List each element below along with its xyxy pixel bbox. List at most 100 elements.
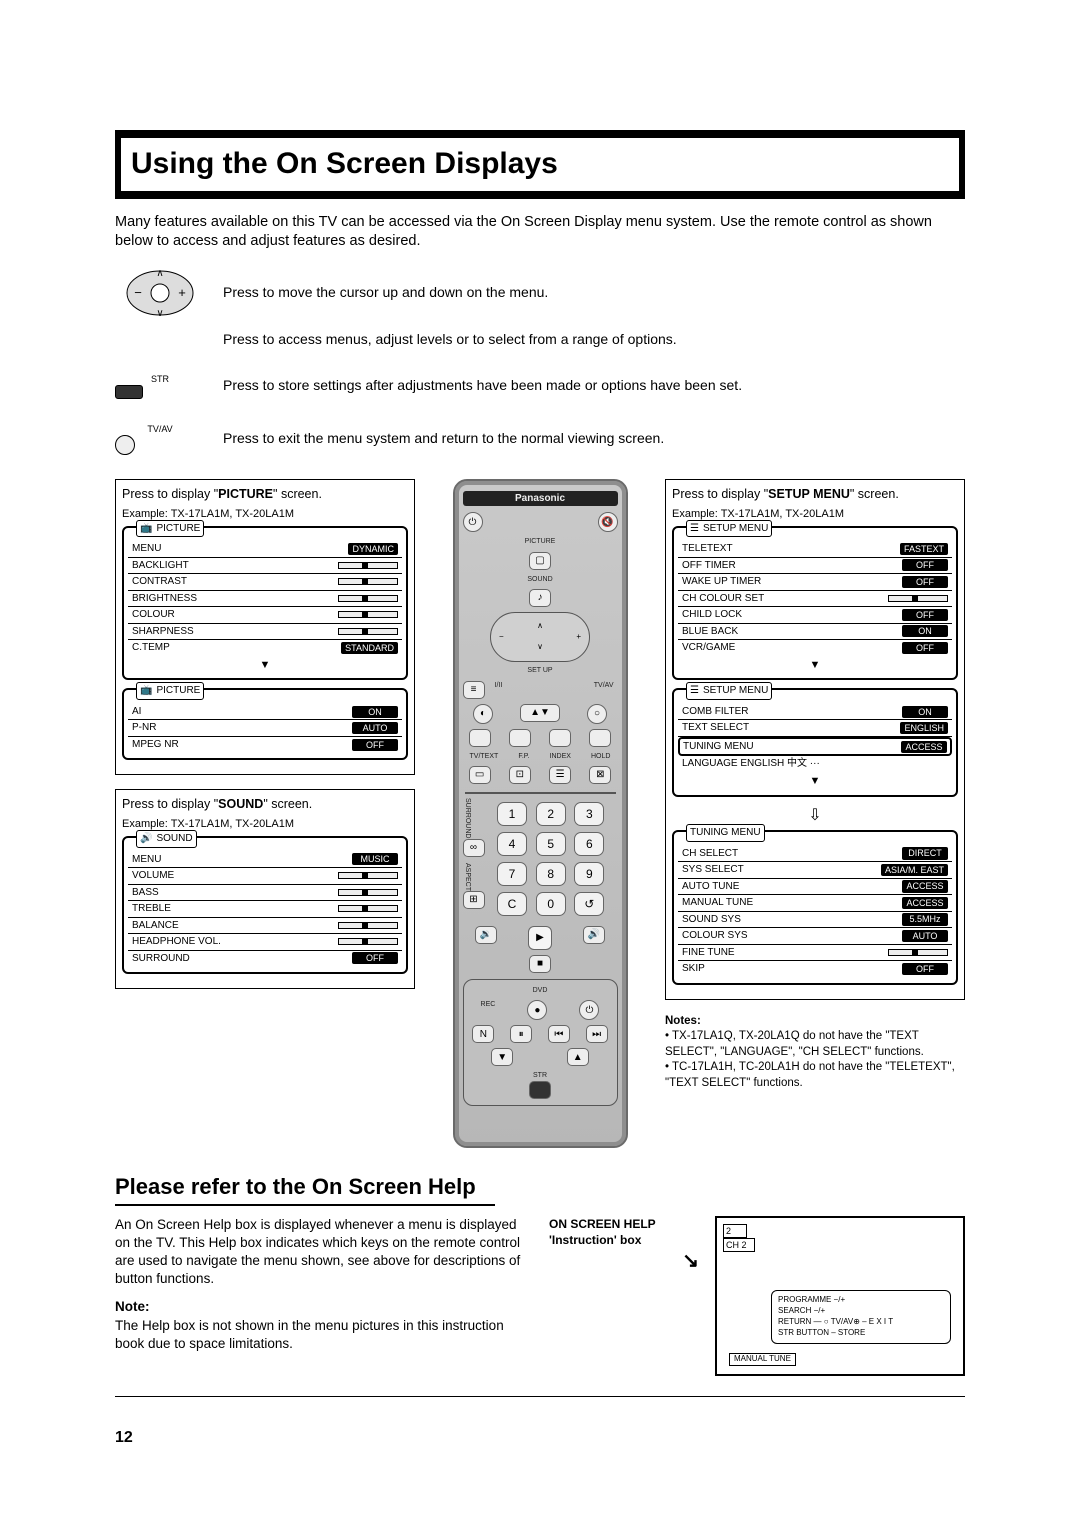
control-desc: Press to move the cursor up and down on … [223,283,965,302]
menu-slider [338,889,398,896]
menu-value: 5.5MHz [902,913,948,925]
nav-pad[interactable]: − ∧∨ + [490,612,590,662]
menu-value: OFF [902,963,948,975]
main-columns: Press to display "PICTURE" screen. Examp… [115,479,965,1148]
menu-row: BLUE BACKON [678,624,952,641]
index-button[interactable]: ☰ [549,766,571,784]
numpad-8[interactable]: 8 [536,862,566,886]
hold-button[interactable]: ⊠ [589,766,611,784]
rec-button[interactable]: ● [527,1000,547,1020]
numpad-2[interactable]: 2 [536,802,566,826]
menu-title: 📺 PICTURE [136,520,204,538]
menu-label: BALANCE [132,919,179,933]
numpad-9[interactable]: 9 [574,862,604,886]
menu-row: CH COLOUR SET [678,591,952,608]
menu-row: MANUAL TUNEACCESS [678,895,952,912]
help-heading: Please refer to the On Screen Help [115,1172,495,1206]
picture-example: Example: TX-17LA1M, TX-20LA1M [122,507,408,522]
picture-menu-1: 📺 PICTURE MENUDYNAMICBACKLIGHTCONTRASTBR… [122,526,408,681]
menu-label: LANGUAGE ENGLISH 中文 ··· [682,757,820,771]
numpad-1[interactable]: 1 [497,802,527,826]
aspect-button[interactable]: ⊞ [463,891,485,909]
menu-value: OFF [352,952,398,964]
menu-label: SURROUND [132,952,190,966]
numpad-3[interactable]: 3 [574,802,604,826]
menu-title: ☰ SETUP MENU [686,682,772,700]
down-button[interactable]: ▼ [491,1048,513,1066]
color-yellow[interactable] [549,729,571,747]
n-button[interactable]: N [472,1025,494,1043]
menu-value: FASTEXT [900,543,948,555]
surround-button[interactable]: ∞ [463,839,485,857]
numpad-5[interactable]: 5 [536,832,566,856]
mute-icon[interactable]: 🔇 [598,512,618,532]
menu-row: AUTO TUNEACCESS [678,879,952,896]
channel-rocker[interactable]: ▲▼ [520,704,560,722]
dvd-power[interactable]: ⏻ [579,1000,599,1020]
nav-dpad-icon: ∧ ∨ − + [115,262,205,324]
menu-value: OFF [902,576,948,588]
power-icon[interactable]: ⏻ [463,512,483,532]
menu-rows: MENUMUSICVOLUMEBASSTREBLEBALANCEHEADPHON… [128,852,402,967]
tvtext-button[interactable]: ▭ [469,766,491,784]
sound-menu: 🔊 SOUND MENUMUSICVOLUMEBASSTREBLEBALANCE… [122,836,408,974]
picture-button[interactable]: ▢ [529,552,551,570]
menu-row: SOUND SYS5.5MHz [678,912,952,929]
menu-slider [888,595,948,602]
fp-button[interactable]: ⊡ [509,766,531,784]
color-blue[interactable] [589,729,611,747]
control-row-updown: ∧ ∨ − + Press to move the cursor up and … [115,262,965,324]
iii-button[interactable]: ◐ [473,704,493,724]
control-row-leftright: Press to access menus, adjust levels or … [115,330,965,349]
menu-label: SYS SELECT [682,863,744,877]
numpad-6[interactable]: 6 [574,832,604,856]
menu-slider [338,628,398,635]
menu-label: TUNING MENU [683,740,754,754]
menu-slider [338,905,398,912]
up-button[interactable]: ▲ [567,1048,589,1066]
setup-example: Example: TX-17LA1M, TX-20LA1M [672,507,958,522]
menu-row: TREBLE [128,901,402,918]
page-title: Using the On Screen Displays [121,138,959,191]
menu-label: FINE TUNE [682,946,735,960]
menu-row: HEADPHONE VOL. [128,934,402,951]
vol-down[interactable]: 🔉 [475,926,497,944]
menu-value: MUSIC [352,853,398,865]
tvav-button-icon: TV/AV [115,423,205,455]
menu-row: CH SELECTDIRECT [678,846,952,863]
menu-label: AUTO TUNE [682,880,739,894]
menu-value: AUTO [352,722,398,734]
str-button[interactable] [529,1081,551,1099]
numpad-4[interactable]: 4 [497,832,527,856]
tvav-button[interactable]: ○ [587,704,607,724]
note-head: Note: [115,1299,150,1314]
menu-row: AION [128,704,402,721]
next-button[interactable]: ⏭ [586,1025,608,1043]
picture-menu-2: 📺 PICTURE AIONP-NRAUTOMPEG NROFF [122,688,408,760]
menu-label: BLUE BACK [682,625,738,639]
down-arrow-icon: ▼ [678,772,952,789]
tv-screen-mock: 2 CH 2 PROGRAMME −/+ SEARCH −/+ RETURN —… [715,1216,965,1376]
prev-button[interactable]: ⏮ [548,1025,570,1043]
play-button[interactable]: ▶ [528,926,552,950]
color-red[interactable] [469,729,491,747]
sound-button[interactable]: ♪ [529,589,551,607]
numpad-0[interactable]: 0 [536,892,566,916]
pause-button[interactable]: ⏸ [510,1025,532,1043]
menu-row: TUNING MENUACCESS [678,737,952,757]
setup-button[interactable]: ≡ [463,681,485,699]
sound-press: Press to display "SOUND" screen. [122,796,408,813]
menu-label: BRIGHTNESS [132,592,197,606]
help-label: ON SCREEN HELP 'Instruction' box ↘ [549,1216,699,1275]
color-green[interactable] [509,729,531,747]
intro-text: Many features available on this TV can b… [115,213,965,252]
svg-text:∧: ∧ [156,268,163,279]
separator [115,1396,965,1397]
page-title-bar: Using the On Screen Displays [115,130,965,199]
menu-label: OFF TIMER [682,559,736,573]
numpad-C[interactable]: C [497,892,527,916]
stop-button[interactable]: ■ [529,955,551,973]
vol-up[interactable]: 🔊 [583,926,605,944]
numpad-7[interactable]: 7 [497,862,527,886]
numpad-↺[interactable]: ↺ [574,892,604,916]
